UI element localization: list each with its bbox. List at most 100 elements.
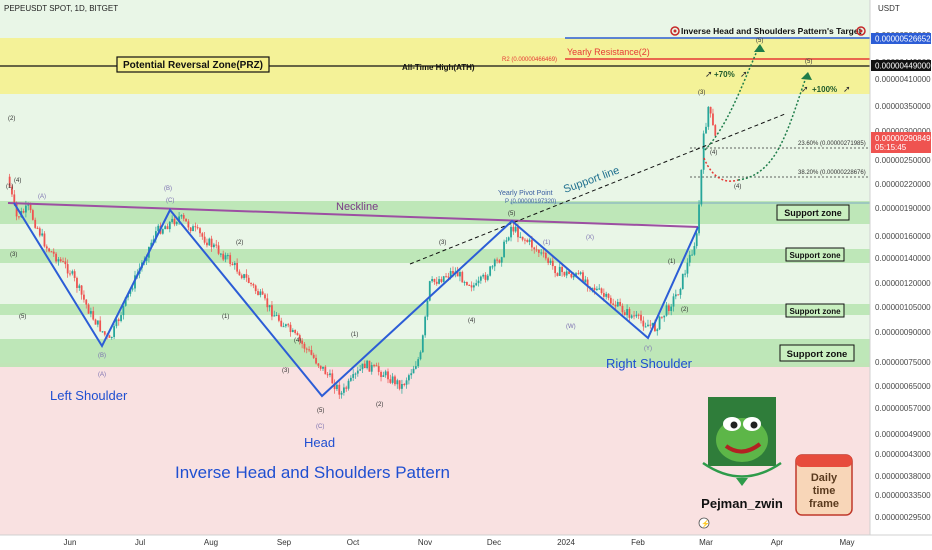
candle-body — [647, 324, 649, 327]
candle-body — [577, 273, 580, 275]
candle-body — [621, 305, 624, 313]
candle-body — [482, 274, 485, 277]
wave-label: (B) — [98, 353, 106, 359]
candle-body — [616, 301, 619, 307]
candle-body — [686, 262, 689, 274]
price-tick-label: 0.00000140000 — [875, 254, 931, 263]
time-tick-label: May — [839, 538, 854, 547]
candle-body — [533, 247, 536, 250]
candle-body — [226, 255, 229, 257]
candle-body — [449, 271, 452, 277]
candle-body — [83, 294, 85, 300]
target-icon-left — [670, 26, 680, 36]
candle-body — [607, 293, 610, 298]
current-price-label: 0.00000290849 — [875, 134, 931, 143]
candle-body — [544, 252, 547, 259]
candle-body — [275, 315, 278, 317]
candle-body — [352, 374, 355, 378]
candle-body — [373, 365, 375, 367]
candle-body — [528, 239, 531, 242]
candle-body — [582, 272, 584, 283]
candle-body — [377, 366, 380, 372]
candle-body — [324, 366, 327, 375]
candle-body — [628, 309, 631, 318]
candle-body — [199, 228, 201, 234]
target-price-tag — [871, 33, 931, 44]
head-label: Head — [304, 435, 335, 450]
arrow-target — [754, 44, 765, 52]
candle-body — [345, 387, 348, 389]
candle-body — [185, 218, 187, 222]
candle-body — [247, 277, 250, 283]
wave-label: (5) — [805, 59, 812, 65]
candle-body — [294, 330, 297, 334]
price-tick-label: 0.00000300000 — [875, 127, 931, 136]
candle-body — [505, 240, 508, 242]
lightning-icon[interactable] — [698, 517, 710, 529]
candle-body — [681, 273, 684, 289]
candle-body — [27, 204, 30, 206]
candle-body — [421, 335, 424, 353]
candle-body — [41, 233, 44, 236]
time-tick-label: Sep — [277, 538, 292, 547]
candle-body — [619, 301, 622, 306]
fib-236-label: 23.60% (0.00000271985) — [798, 141, 866, 147]
candle-body — [48, 248, 51, 252]
candle-body — [157, 225, 160, 232]
candle-body — [709, 106, 712, 114]
candle-body — [503, 241, 505, 258]
candle-body — [623, 312, 626, 316]
candle-body — [280, 320, 283, 327]
rocket-icon: ➚ — [705, 69, 713, 79]
candle-body — [206, 242, 208, 246]
support-zone-tag-4: Support zone — [787, 349, 848, 360]
candle-body — [201, 233, 204, 237]
wave-label: (5) — [756, 38, 763, 44]
projection-recovery — [737, 71, 809, 181]
candle-body — [215, 244, 218, 246]
candle-body — [110, 336, 113, 338]
countdown-label: 05:15:45 — [875, 143, 907, 152]
wave-label: (4) — [14, 178, 21, 184]
candle-body — [466, 282, 468, 285]
wave-label: (5) — [19, 314, 26, 320]
candle-body — [36, 227, 39, 229]
candle-body — [410, 373, 413, 376]
candle-body — [491, 266, 494, 268]
target-icon-right — [856, 26, 866, 36]
candle-body — [180, 215, 183, 217]
candle-body — [252, 284, 255, 286]
candle-body — [463, 282, 466, 284]
candle-body — [55, 253, 57, 262]
candle-body — [363, 363, 366, 369]
candle-body — [547, 258, 550, 263]
candle-body — [192, 226, 194, 232]
candle-body — [338, 384, 341, 395]
candle-body — [315, 357, 317, 364]
support-zone-2 — [0, 249, 870, 263]
wave-label: (C) — [166, 198, 174, 204]
candle-body — [171, 218, 174, 222]
badge-line-1: Daily — [811, 472, 838, 484]
candle-body — [558, 266, 561, 276]
candle-body — [426, 300, 429, 317]
avatar-pointer — [736, 478, 748, 486]
time-axis[interactable] — [0, 535, 870, 550]
candle-body — [642, 320, 645, 327]
candle-body — [120, 315, 122, 322]
candle-body — [196, 227, 199, 229]
candle-body — [319, 365, 322, 369]
candle-body — [99, 320, 102, 332]
candle-body — [609, 297, 612, 304]
price-axis[interactable] — [870, 0, 932, 535]
wave-label: (C) — [316, 424, 324, 430]
candle-body — [219, 253, 222, 255]
candle-body — [243, 274, 245, 279]
candle-body — [13, 194, 16, 203]
pattern-title: Inverse Head and Shoulders Pattern — [175, 463, 450, 482]
candle-body — [29, 204, 32, 211]
candle-body — [122, 305, 125, 316]
time-tick-label: Feb — [631, 538, 645, 547]
neckline-label: Neckline — [336, 201, 378, 213]
